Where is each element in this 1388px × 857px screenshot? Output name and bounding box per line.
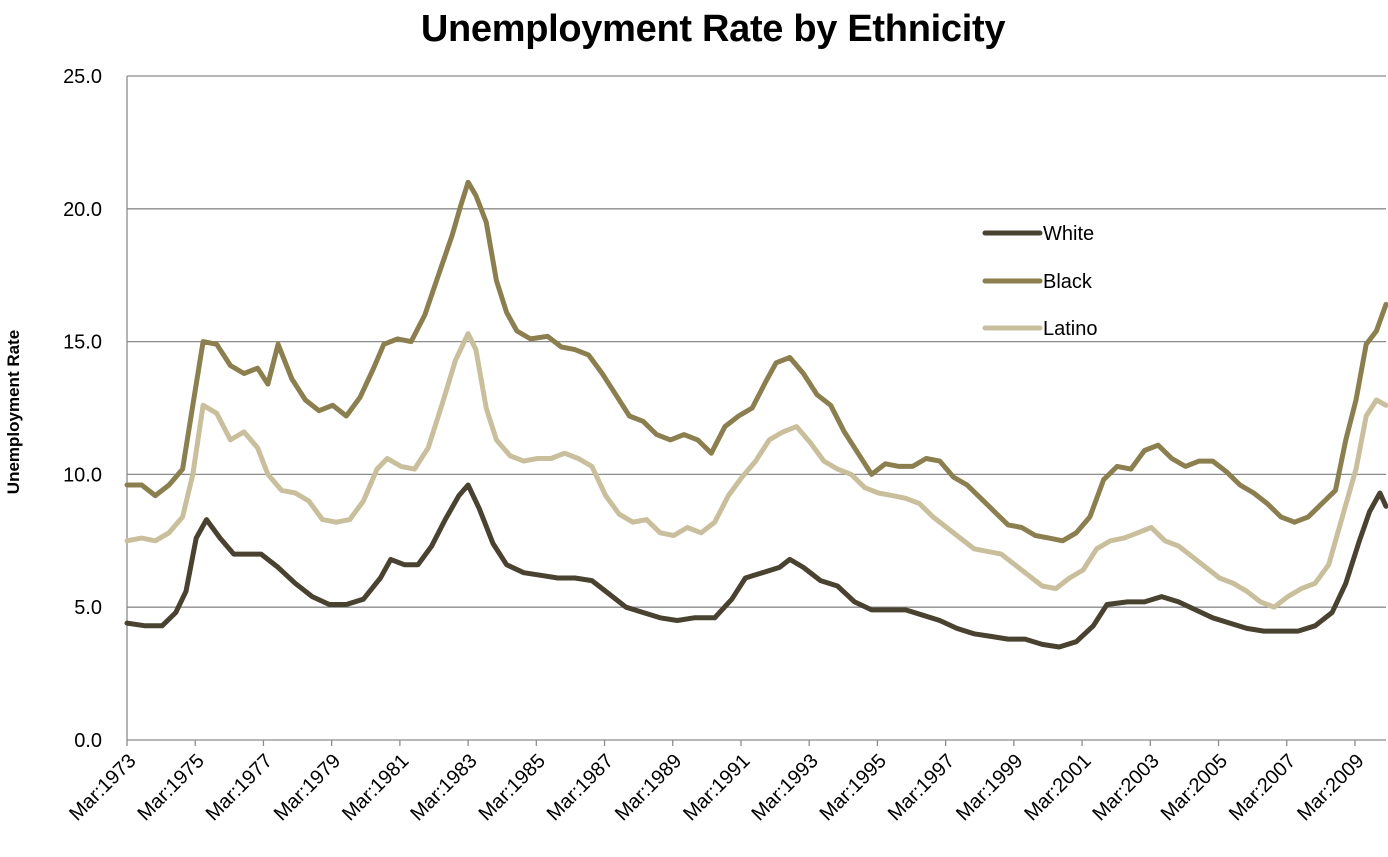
x-tick-label: Mar:1999 [952,750,1027,825]
x-tick-label: Mar:2005 [1157,750,1232,825]
axes [126,76,1386,746]
x-tick-label: Mar:1985 [475,750,550,825]
x-tick-label: Mar:1973 [65,750,140,825]
y-tick-label: 10.0 [63,464,102,486]
legend-label-black: Black [1043,271,1093,293]
x-tick-label: Mar:1979 [270,750,345,825]
x-tick-label: Mar:1991 [679,750,754,825]
x-tick-label: Mar:1997 [884,750,959,825]
x-tick-label: Mar:1977 [202,750,277,825]
x-tick-label: Mar:2003 [1089,750,1164,825]
series-line-latino [124,331,1388,610]
y-tick-label: 25.0 [63,66,102,88]
series-line-black [124,179,1388,544]
x-tick-label: Mar:1993 [747,750,822,825]
series-line-white [124,482,1388,650]
gridlines [127,75,1386,608]
y-tick-label: 0.0 [74,730,102,752]
x-tick-label: Mar:1987 [543,750,618,825]
chart-title: Unemployment Rate by Ethnicity [420,8,1006,50]
x-tick-label: Mar:1981 [338,750,413,825]
legend-label-white: White [1043,223,1094,245]
x-tick-label: Mar:1983 [406,750,481,825]
x-tick-label: Mar:1989 [611,750,686,825]
legend-label-latino: Latino [1043,318,1098,340]
legend: White Black Latino [982,223,1098,340]
x-tick-label: Mar:2009 [1293,750,1368,825]
y-tick-label: 15.0 [63,332,102,354]
series-lines [124,179,1388,650]
x-tick-label: Mar:1975 [133,750,208,825]
x-tick-labels: Mar:1973Mar:1975Mar:1977Mar:1979Mar:1981… [65,750,1368,825]
y-tick-label: 5.0 [74,597,102,619]
x-tick-label: Mar:1995 [816,750,891,825]
y-tick-labels: 0.0 5.0 10.0 15.0 20.0 25.0 [63,66,102,752]
x-tick-label: Mar:2007 [1225,750,1300,825]
y-tick-label: 20.0 [63,199,102,221]
x-tick-label: Mar:2001 [1020,750,1095,825]
